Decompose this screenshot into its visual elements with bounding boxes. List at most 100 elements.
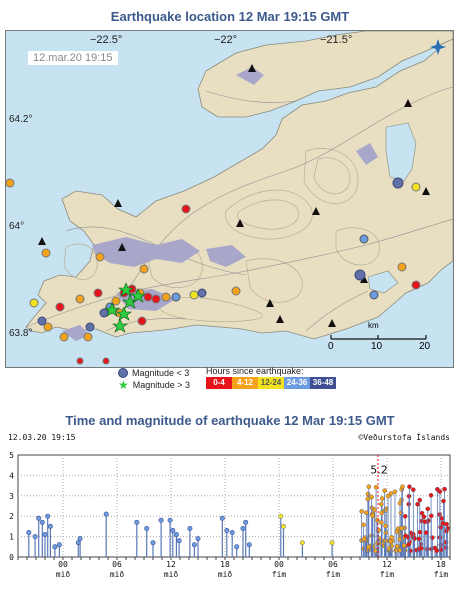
quake-point (359, 509, 365, 514)
quake-point (401, 543, 407, 548)
quake-point (416, 536, 422, 542)
scale-tick: 0 (328, 341, 334, 352)
hours-scale: 0-4 4-12 12-24 24-36 36-48 (206, 377, 336, 389)
y-tick-label: 5 (9, 451, 14, 460)
quake-point (103, 511, 109, 517)
quake-point (406, 493, 412, 499)
quake-point (444, 521, 449, 527)
x-day-label: fim (380, 570, 395, 579)
quake-point (144, 525, 150, 531)
x-tick-label: 12 (382, 560, 392, 569)
quake-point (240, 525, 246, 531)
x-day-label: fim (272, 570, 287, 579)
hours-36-48: 36-48 (310, 377, 336, 389)
quake-point (224, 527, 230, 533)
quake-point (187, 525, 193, 531)
quake-point (400, 484, 405, 490)
x-tick-label: 00 (58, 560, 68, 569)
quake-point (394, 544, 400, 549)
quake-point (365, 491, 371, 497)
quake-point (418, 545, 424, 551)
quake-point (425, 506, 431, 512)
quake-point (52, 544, 58, 550)
quake-point (399, 526, 404, 531)
map-canvas (6, 31, 453, 365)
quake-point (392, 489, 398, 495)
x-day-label: mið (56, 570, 71, 579)
quake-point (379, 510, 384, 516)
quake-point (234, 544, 240, 550)
quake-point (417, 529, 423, 535)
quake-point (366, 484, 372, 490)
quake-point (191, 542, 197, 548)
quake-point (243, 519, 249, 525)
quake-point (421, 514, 427, 520)
quake-point (229, 530, 235, 536)
earthquake-map[interactable]: 12.mar.20 19:15 −22.5° −22° −21.5° 64.2°… (5, 30, 454, 368)
hours-4-12: 4-12 (232, 377, 258, 389)
x-tick-label: 00 (274, 560, 284, 569)
quake-point (299, 540, 305, 546)
quake-point (47, 523, 53, 529)
quake-point (26, 530, 32, 536)
quake-point (361, 522, 366, 528)
x-day-label: mið (218, 570, 233, 579)
quake-point (176, 538, 182, 544)
compass-icon (430, 39, 446, 55)
quake-point (406, 541, 412, 547)
lake (385, 122, 417, 182)
quake-point (134, 519, 140, 525)
y-tick-label: 3 (9, 492, 14, 501)
star-icon: ★ (118, 378, 129, 392)
map-timestamp: 12.mar.20 19:15 (28, 51, 118, 65)
quake-point (393, 548, 399, 554)
quake-point (36, 515, 42, 521)
lon-label: −22° (214, 34, 238, 46)
x-tick-label: 06 (112, 560, 122, 569)
quake-point (407, 484, 412, 490)
quake-point (366, 544, 371, 550)
quake-point (442, 486, 447, 492)
y-tick-label: 4 (9, 471, 14, 480)
quake-point (389, 535, 394, 540)
land-north (197, 31, 453, 118)
scale-unit: km (368, 321, 379, 330)
quake-point (422, 519, 428, 525)
quake-point (363, 510, 369, 516)
quake-point (32, 534, 38, 540)
quake-point (158, 517, 164, 523)
quake-point (415, 501, 420, 507)
quake-point (150, 540, 156, 546)
quake-point (278, 513, 284, 519)
quake-point (379, 501, 384, 507)
x-tick-label: 06 (328, 560, 338, 569)
scale-tick: 20 (419, 341, 431, 352)
quake-point (428, 513, 434, 519)
quake-point (42, 532, 48, 538)
legend-large: Magnitude > 3 (132, 380, 191, 390)
chart-title: Time and magnitude of earthquake 12 Mar … (65, 413, 395, 428)
scale-bar (330, 335, 427, 340)
quake-point (280, 523, 286, 529)
quake-point (219, 515, 225, 521)
large-earthquake-stars (104, 282, 146, 333)
quake-point (329, 540, 335, 546)
x-tick-label: 12 (166, 560, 176, 569)
quake-point (170, 527, 176, 533)
chart-canvas: 54321000mið06mið12mið18mið00fim06fim12fi… (9, 451, 451, 579)
quake-point (385, 493, 391, 499)
quake-point (403, 533, 408, 539)
quake-point (370, 513, 375, 519)
peak-magnitude-label: 5.2 (370, 463, 388, 476)
y-tick-label: 0 (9, 553, 14, 562)
quake-point (246, 542, 252, 548)
lon-label: −21.5° (320, 34, 353, 46)
quake-point (402, 513, 408, 519)
chart-timestamp: 12.03.20 19:15 (8, 433, 76, 442)
scale-tick: 10 (371, 341, 383, 352)
map-legend: Magnitude < 3 ★ Magnitude > 3 Hours sinc… (0, 366, 460, 396)
quake-point (410, 487, 416, 493)
lake (367, 270, 399, 294)
quake-point (411, 536, 417, 541)
quake-point (173, 532, 179, 538)
